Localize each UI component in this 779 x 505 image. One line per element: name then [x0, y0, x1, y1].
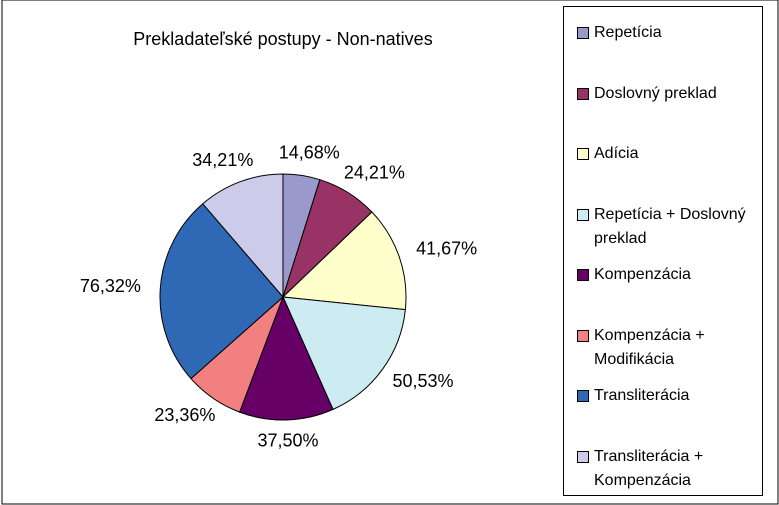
- legend-swatch: [577, 269, 589, 281]
- legend-label: Transliterácia + Kompenzácia: [594, 447, 704, 489]
- legend-swatch: [577, 329, 589, 342]
- data-label: 24,21%: [344, 163, 405, 183]
- legend: Repetícia Doslovný preklad Adícia Repetícia…: [563, 6, 763, 496]
- data-label: 76,32%: [80, 276, 141, 296]
- data-label: 34,21%: [192, 150, 253, 170]
- pie-slice: [238, 295, 334, 421]
- chart-title: Prekladateľské postupy - Non-natives: [133, 29, 432, 49]
- legend-item: Doslovný preklad: [577, 82, 754, 106]
- legend-swatch: [577, 27, 589, 39]
- data-label: 23,36%: [154, 405, 215, 425]
- pie-slice: [202, 173, 284, 299]
- pie-slice: [282, 296, 406, 411]
- legend-label: Kompenzácia: [594, 266, 691, 283]
- legend-swatch: [577, 390, 589, 402]
- legend-swatch: [577, 87, 589, 100]
- legend-label: Repetícia: [594, 24, 662, 41]
- legend-swatch: [577, 148, 589, 160]
- legend-item: Kompenzácia: [577, 263, 754, 287]
- data-label: 41,67%: [416, 239, 477, 259]
- legend-item: Transliterácia + Kompenzácia: [577, 445, 754, 493]
- legend-label: Transliterácia: [594, 387, 690, 404]
- legend-item: Transliterácia: [577, 384, 754, 408]
- pie-slice: [281, 211, 407, 311]
- legend-label: Doslovný preklad: [594, 84, 717, 102]
- data-label: 37,50%: [257, 431, 318, 451]
- data-label: 14,68%: [279, 142, 340, 162]
- legend-swatch: [577, 450, 589, 463]
- legend-item: Repetícia: [577, 21, 754, 45]
- legend-label: Adícia: [594, 145, 639, 162]
- legend-item: Repetícia + Doslovný preklad: [577, 203, 754, 251]
- legend-swatch: [577, 208, 589, 221]
- pie-slice: [159, 203, 284, 380]
- data-label: 50,53%: [393, 371, 454, 391]
- legend-label: Kompenzácia + Modifikácia: [594, 326, 705, 368]
- legend-item: Kompenzácia + Modifikácia: [577, 324, 754, 372]
- legend-label: Repetícia + Doslovný preklad: [594, 205, 746, 247]
- legend-item: Adícia: [577, 142, 754, 166]
